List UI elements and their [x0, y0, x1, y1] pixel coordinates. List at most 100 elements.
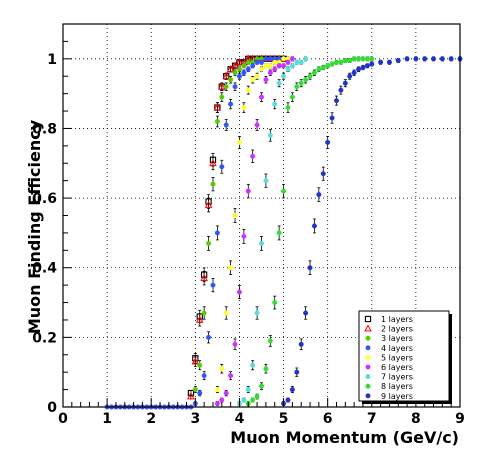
data-point — [214, 387, 220, 393]
x-tick-label: 7 — [367, 411, 377, 427]
legend-label: 6 layers — [381, 363, 413, 372]
data-point — [231, 61, 239, 69]
data-point — [197, 390, 203, 396]
data-point — [294, 369, 300, 375]
y-tick-label: 0.4 — [32, 261, 57, 277]
data-point — [276, 80, 282, 86]
data-point — [289, 94, 295, 100]
legend-label: 1 layers — [381, 315, 413, 324]
legend-marker — [365, 335, 371, 341]
data-point — [254, 59, 260, 65]
data-point — [289, 387, 295, 393]
data-point — [303, 77, 309, 83]
data-point — [263, 63, 269, 69]
data-point — [369, 56, 375, 62]
data-point — [187, 392, 195, 400]
data-point — [250, 63, 256, 69]
legend-marker — [365, 354, 371, 360]
data-point — [285, 105, 291, 111]
data-point — [192, 387, 198, 393]
series-9-layers — [281, 56, 463, 407]
data-point — [338, 59, 344, 65]
data-point — [245, 387, 251, 393]
data-point — [195, 315, 204, 323]
data-point — [214, 230, 220, 236]
data-point — [356, 66, 362, 72]
data-point — [338, 87, 344, 93]
x-tick-label: 1 — [102, 411, 112, 427]
data-point — [232, 70, 238, 76]
data-point — [214, 401, 220, 407]
data-point — [223, 310, 229, 316]
data-point — [263, 56, 269, 62]
data-point — [200, 273, 208, 281]
data-point — [259, 240, 265, 246]
data-point — [236, 73, 242, 79]
data-point — [316, 66, 322, 72]
data-point — [413, 56, 419, 62]
data-point — [289, 63, 295, 69]
y-tick-label: 0.2 — [32, 330, 57, 346]
data-point — [241, 63, 247, 69]
data-point — [250, 362, 256, 368]
data-point — [267, 338, 273, 344]
data-point — [285, 397, 291, 403]
data-point — [276, 63, 282, 69]
data-point — [250, 397, 256, 403]
data-point — [395, 58, 401, 64]
data-point — [342, 58, 348, 64]
data-point — [259, 94, 265, 100]
legend-box — [358, 310, 450, 402]
data-point — [272, 300, 278, 306]
data-point — [223, 122, 229, 128]
data-point — [267, 56, 273, 62]
data-point — [214, 118, 220, 124]
y-tick-label: 1 — [47, 52, 57, 68]
data-point — [298, 80, 304, 86]
data-point — [386, 59, 392, 65]
x-tick-label: 5 — [279, 411, 289, 427]
data-point — [422, 56, 428, 62]
x-tick-label: 6 — [323, 411, 333, 427]
data-point — [201, 310, 207, 316]
data-point — [351, 70, 357, 76]
data-point — [254, 73, 260, 79]
data-point — [236, 66, 242, 72]
x-tick-label: 8 — [411, 411, 421, 427]
data-point — [245, 188, 251, 194]
data-point — [347, 73, 353, 79]
legend-marker — [365, 393, 371, 399]
data-point — [191, 357, 200, 365]
legend-marker — [364, 315, 372, 323]
data-point — [285, 66, 291, 72]
series-7-layers — [236, 56, 309, 407]
data-point — [439, 56, 445, 62]
legend-marker — [365, 364, 371, 370]
data-point — [294, 84, 300, 90]
data-point — [311, 70, 317, 76]
data-point — [241, 233, 247, 239]
data-point — [210, 282, 216, 288]
data-point — [329, 115, 335, 121]
legend-label: 2 layers — [381, 325, 413, 334]
data-point — [250, 77, 256, 83]
data-point — [228, 373, 234, 379]
data-point — [311, 223, 317, 229]
data-point — [259, 383, 265, 389]
data-point — [235, 58, 244, 66]
data-point — [197, 362, 203, 368]
data-point — [222, 71, 231, 80]
legend-marker — [365, 383, 371, 389]
data-point — [281, 63, 287, 69]
series-6-layers — [214, 56, 295, 407]
data-point — [241, 105, 247, 111]
data-point — [325, 139, 331, 145]
x-tick-label: 2 — [146, 411, 156, 427]
data-point — [333, 59, 339, 65]
data-point — [267, 70, 273, 76]
data-point — [294, 59, 300, 65]
data-point — [206, 240, 212, 246]
x-axis-title: Muon Momentum (GeV/c) — [230, 428, 459, 447]
data-point — [360, 56, 366, 62]
